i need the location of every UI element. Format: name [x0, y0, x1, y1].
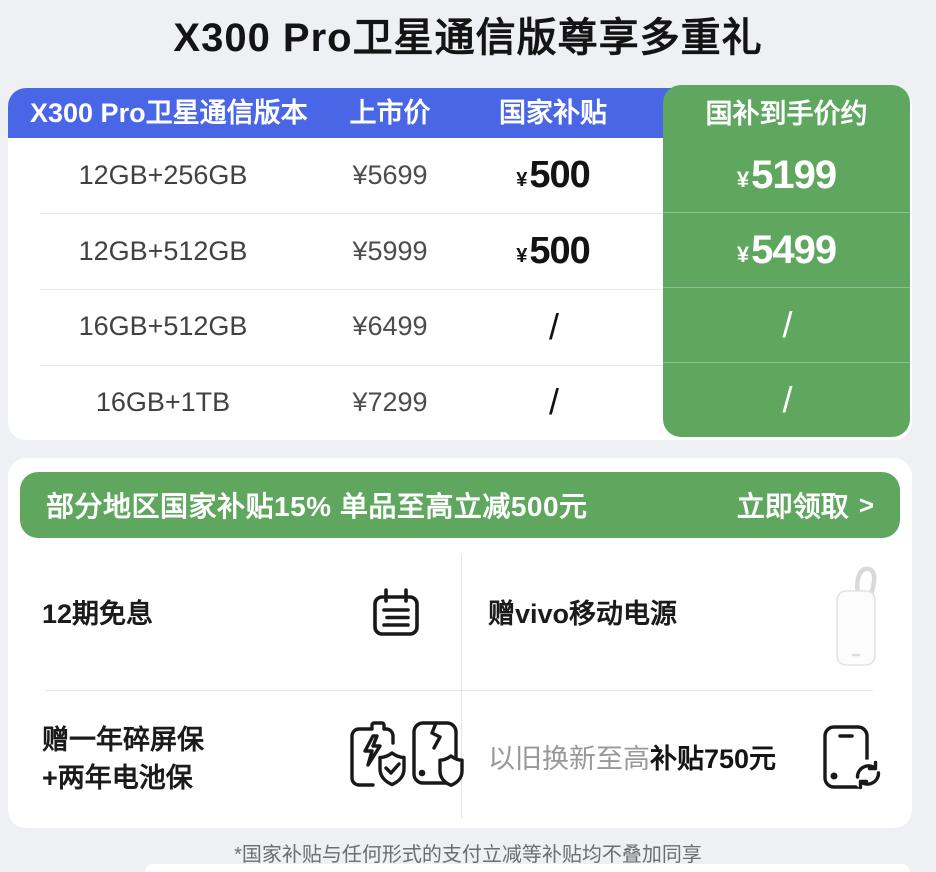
cell-final-price: /	[663, 362, 910, 437]
cell-subsidy: ¥500	[468, 214, 638, 289]
cell-list-price: ¥5699	[352, 160, 428, 190]
page-title: X300 Pro卫星通信版尊享多重礼	[173, 16, 763, 60]
phone-recycle-icon	[820, 724, 886, 797]
table-row: 16GB+1TB ¥7299 /	[8, 365, 676, 440]
cell-version: 12GB+512GB	[78, 235, 248, 266]
grid-divider-vertical	[461, 554, 462, 818]
yen-symbol: ¥	[516, 169, 528, 191]
benefit-installment-label: 12期免息	[42, 599, 154, 629]
cell-version: 12GB+256GB	[78, 160, 248, 190]
cell-subsidy: ¥500	[468, 138, 638, 213]
table-row: 16GB+512GB ¥6499 /	[8, 289, 676, 364]
benefit-protection-label: 赠一年碎屏保 +两年电池保	[42, 721, 204, 797]
row-divider	[40, 213, 670, 214]
cell-subsidy: /	[468, 289, 638, 364]
cell-version: 16GB+1TB	[95, 386, 231, 417]
subsidy-amount: /	[548, 381, 559, 422]
benefits-card: 部分地区国家补贴15% 单品至高立减500元 立即领取 > 12期免息 赠viv…	[8, 458, 912, 828]
claim-now-label: 立即领取	[736, 491, 849, 522]
yen-symbol: ¥	[736, 167, 750, 192]
row-divider	[40, 364, 670, 366]
chevron-right-icon: >	[858, 489, 874, 520]
table-row: 12GB+512GB ¥5999 ¥500	[8, 214, 676, 289]
cell-final-price: ¥5499	[663, 212, 910, 287]
col-header-final-price: 国补到手价约	[705, 99, 868, 129]
cell-subsidy: /	[468, 365, 638, 440]
final-amount: 5199	[751, 152, 837, 197]
yen-symbol: ¥	[736, 242, 750, 267]
claim-now-link[interactable]: 立即领取 >	[737, 485, 874, 525]
table-row: 12GB+256GB ¥5699 ¥500	[8, 138, 676, 213]
powerbank-image	[830, 564, 882, 675]
final-price-column: 国补到手价约 ¥5199 ¥5499 / /	[663, 85, 910, 437]
final-amount: 5499	[751, 227, 837, 272]
subsidy-amount: 500	[529, 229, 590, 272]
final-amount: /	[782, 304, 793, 345]
protection-line2: +两年电池保	[42, 763, 193, 793]
calendar-icon	[368, 586, 424, 647]
cell-list-price: ¥7299	[352, 386, 428, 417]
subsidy-amount: /	[548, 305, 559, 347]
banner-text: 部分地区国家补贴15% 单品至高立减500元	[46, 491, 588, 522]
tradein-label-gray: 以旧换新至高	[488, 744, 650, 774]
col-header-subsidy: 国家补贴	[499, 98, 607, 128]
yen-symbol: ¥	[516, 244, 528, 267]
protection-line1: 赠一年碎屏保	[42, 725, 204, 755]
col-header-version: X300 Pro卫星通信版本	[30, 98, 308, 128]
cell-final-price: ¥5199	[663, 138, 910, 212]
final-amount: /	[782, 379, 793, 420]
tradein-label-bold: 补贴750元	[650, 744, 777, 774]
grid-divider-horizontal	[45, 690, 873, 691]
battery-shield-and-phone-shield-icon	[348, 720, 468, 795]
next-card-edge	[145, 864, 910, 872]
cell-version: 16GB+512GB	[78, 311, 248, 341]
price-table-header: X300 Pro卫星通信版本 上市价 国家补贴	[8, 88, 676, 138]
subsidy-amount: 500	[529, 154, 590, 196]
benefit-powerbank-label: 赠vivo移动电源	[488, 599, 678, 629]
disclaimer-text: *国家补贴与任何形式的支付立减等补贴均不叠加同享	[234, 844, 702, 866]
subsidy-banner[interactable]: 部分地区国家补贴15% 单品至高立减500元 立即领取 >	[20, 472, 900, 538]
cell-list-price: ¥5999	[352, 235, 428, 266]
col-header-list-price: 上市价	[349, 98, 431, 128]
cell-list-price: ¥6499	[352, 311, 428, 341]
row-divider	[40, 289, 670, 290]
cell-final-price: /	[663, 287, 910, 362]
benefit-tradein-label: 以旧换新至高补贴750元	[488, 740, 776, 778]
